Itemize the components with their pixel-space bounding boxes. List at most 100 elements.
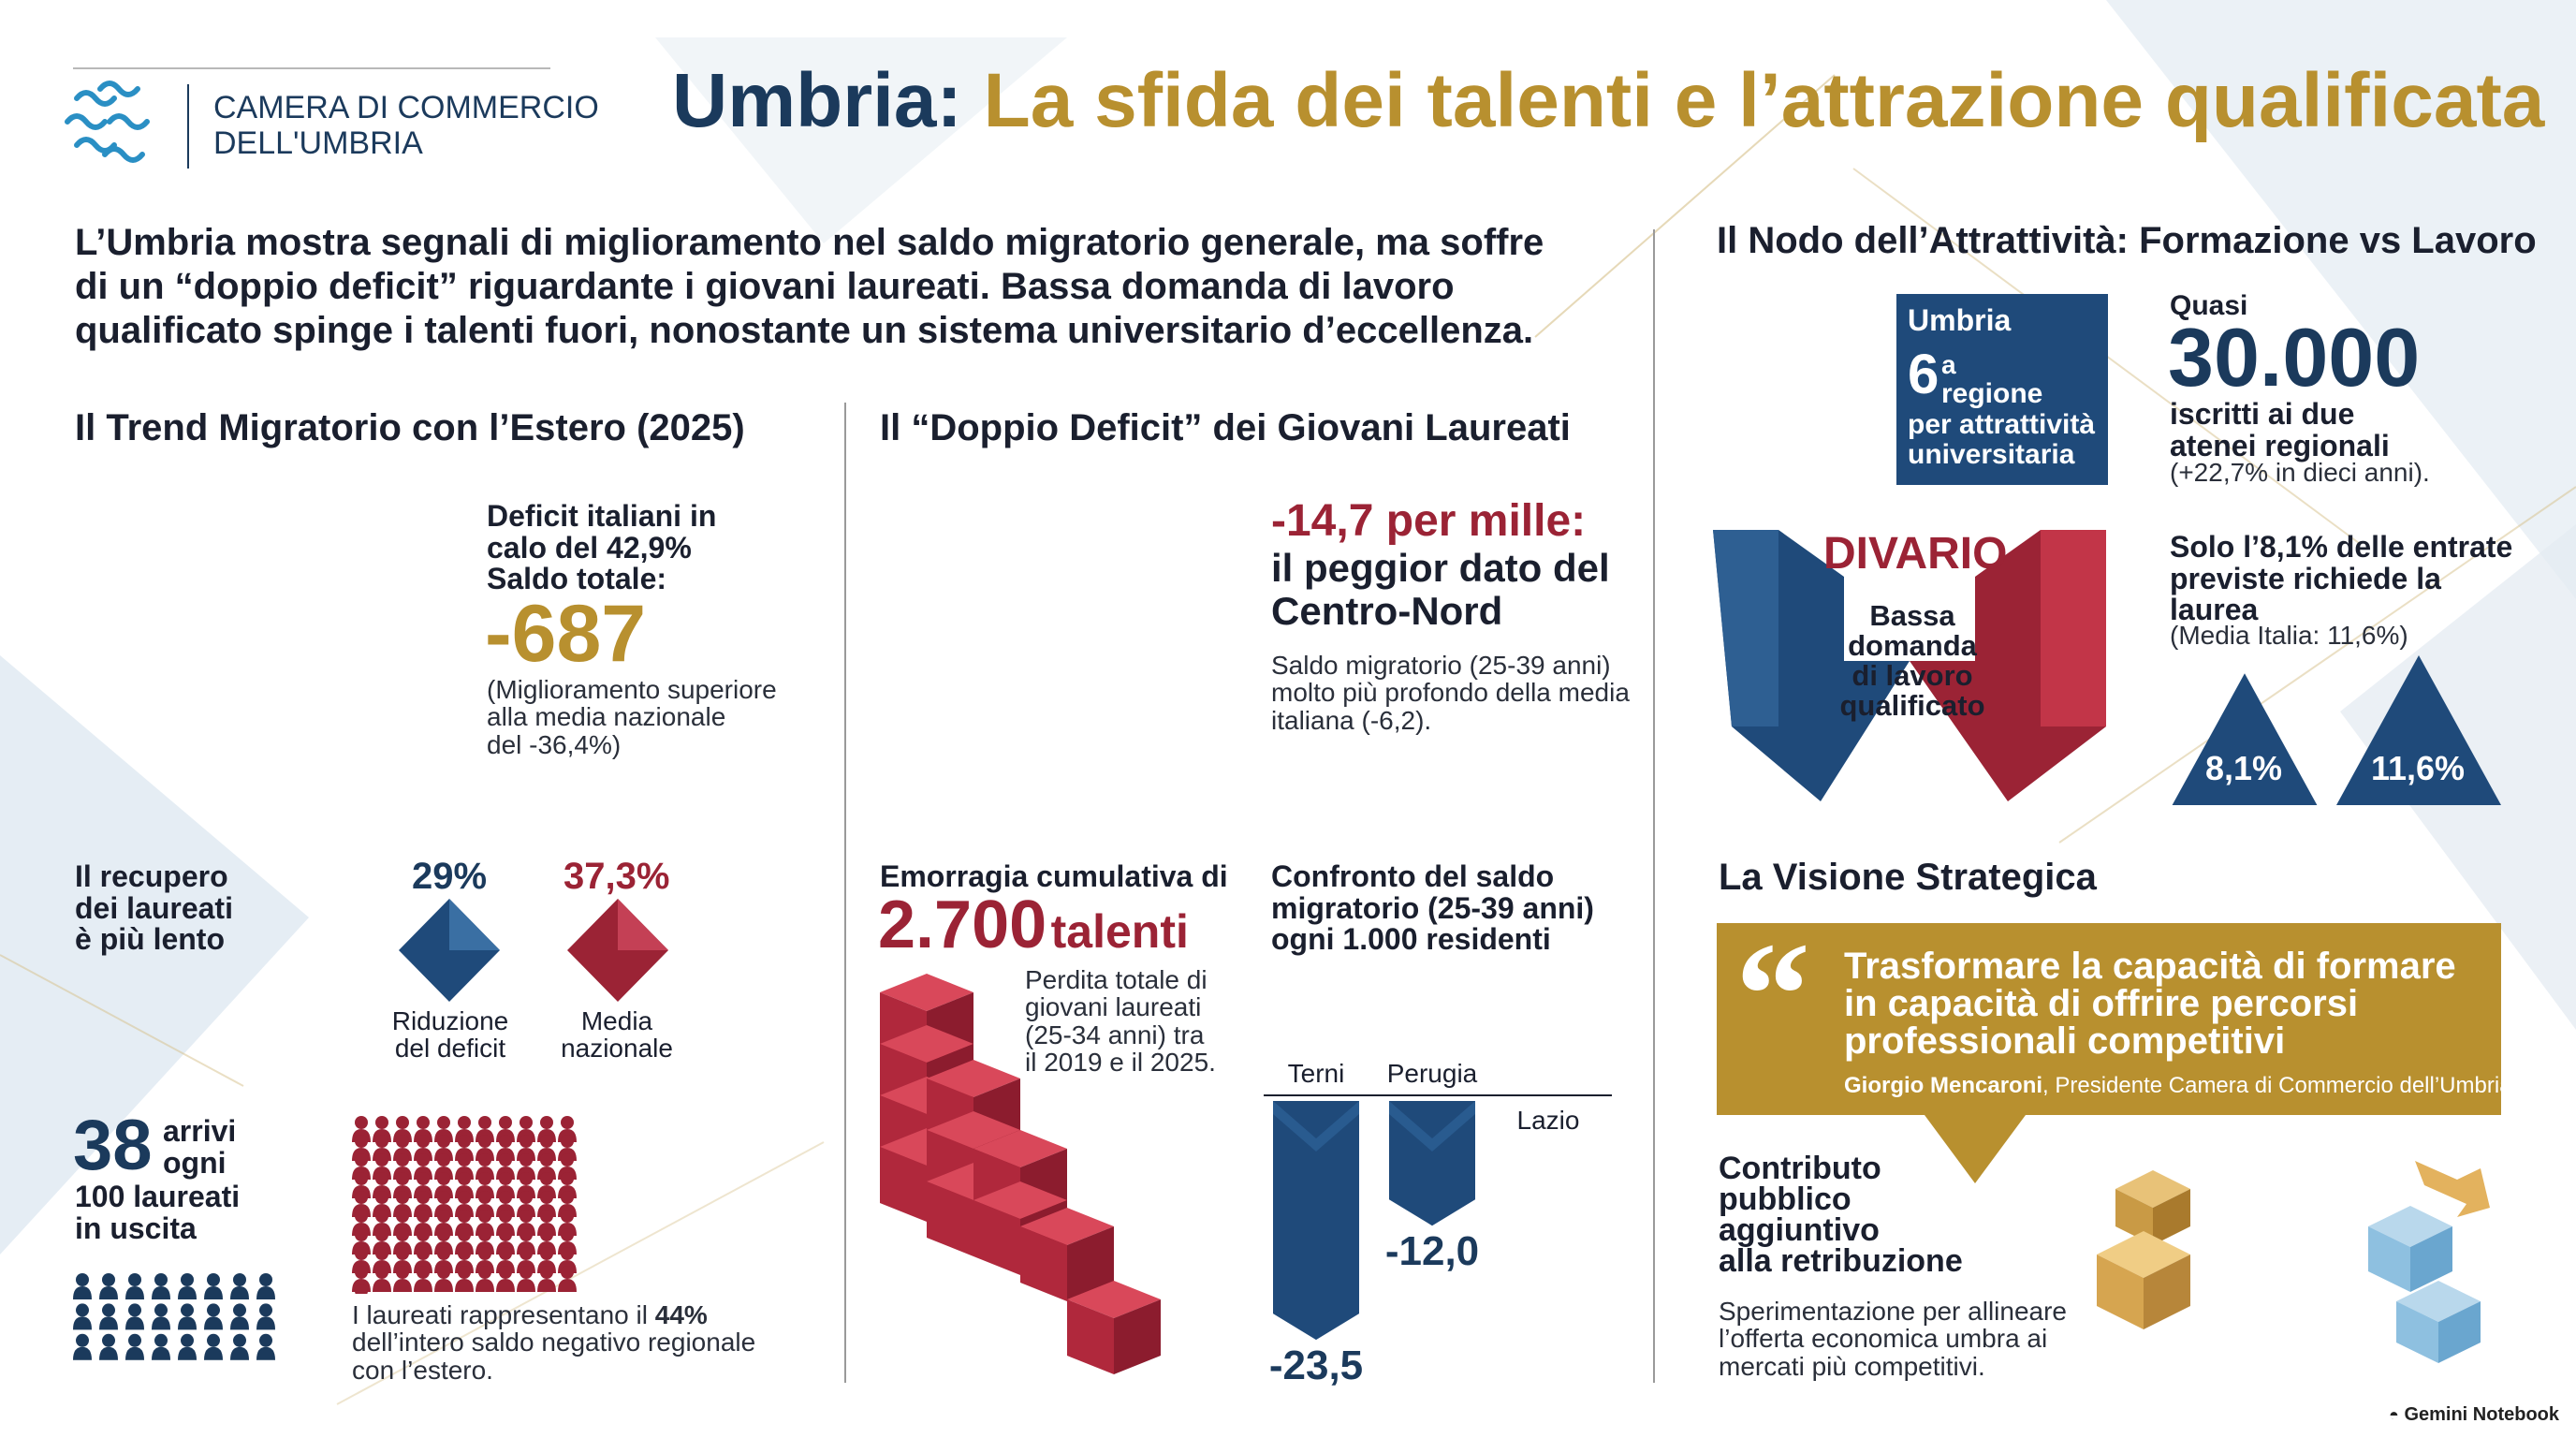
person-icon [230, 1273, 249, 1299]
person-icon [256, 1303, 275, 1330]
entries-text: Solo l’8,1% delle entrate previste richi… [2170, 530, 2513, 627]
person-icon [537, 1266, 556, 1292]
person-icon [414, 1266, 432, 1292]
diamond-icons [399, 899, 668, 1002]
quote-box: “ [1717, 923, 2501, 1183]
enrolled-text: iscritti ai due atenei regionali [2170, 397, 2390, 462]
column-divider-right [1653, 229, 1655, 1383]
person-icon [373, 1266, 391, 1292]
chamber-logo-icon [65, 81, 150, 163]
attractiveness-heading: Il Nodo dell’Attrattività: Formazione vs… [1717, 220, 2537, 261]
entries-note: (Media Italia: 11,6%) [2170, 621, 2408, 650]
loss-note: Perdita totale di giovani laureati (25-3… [1025, 965, 1216, 1078]
person-icon [455, 1266, 474, 1292]
intro-text: L’Umbria mostra segnali di miglioramento… [75, 222, 1544, 351]
quote-author: Giorgio Mencaroni, Presidente Camera di … [1844, 1073, 2512, 1098]
hemorrhage-value: 2.700 talenti [878, 888, 1189, 962]
stat-national-label: Media nazionale [561, 1006, 673, 1063]
person-icon [125, 1273, 144, 1299]
category-label-terni: Terni [1288, 1059, 1345, 1088]
bar-value-terni: -23,5 [1269, 1343, 1363, 1386]
page-title: Umbria: La sfida dei talenti e l’attrazi… [672, 58, 2545, 143]
bar-value-perugia: -12,0 [1385, 1228, 1479, 1274]
contribution-label: Contributo pubblico aggiuntivo alla retr… [1719, 1151, 1963, 1279]
person-icon [73, 1333, 92, 1360]
deficit-heading: Il “Doppio Deficit” dei Giovani Laureati [880, 407, 1571, 448]
person-icon [125, 1303, 144, 1330]
graduates-share-note: I laureati rappresentano il 44% dell’int… [352, 1300, 756, 1385]
triangle-umbria [2172, 673, 2318, 805]
person-icon [99, 1273, 118, 1299]
bar-terni [1273, 1101, 1359, 1341]
arrow-icon [2415, 1161, 2490, 1217]
arrivals-people-icons [73, 1273, 275, 1360]
person-icon [152, 1333, 170, 1360]
person-icon [178, 1303, 197, 1330]
degree-share-triangles [2172, 655, 2501, 805]
recovery-label: Il recupero dei laureati è più lento [75, 859, 233, 957]
person-icon [178, 1333, 197, 1360]
comparison-label: Confronto del saldo migratorio (25-39 an… [1271, 859, 1594, 957]
person-icon [73, 1303, 92, 1330]
arrivals-number: 38 [73, 1106, 153, 1185]
person-icon [230, 1303, 249, 1330]
deficit-note: Saldo migratorio (25-39 anni) molto più … [1271, 651, 1630, 735]
deficit-value: -14,7 per mille: [1271, 496, 1587, 546]
person-icon [256, 1273, 275, 1299]
person-icon [152, 1303, 170, 1330]
person-icon [99, 1303, 118, 1330]
person-icon [204, 1273, 223, 1299]
enrolled-number: 30.000 [2168, 311, 2421, 404]
deficit-calo: Deficit italiani in calo del 42,9% Saldo… [487, 499, 717, 596]
saldo-note: (Miglioramento superiore alla media nazi… [487, 675, 777, 759]
quasi-label: Quasi [2170, 290, 2248, 321]
person-icon [178, 1273, 197, 1299]
person-icon [393, 1266, 412, 1292]
gap-arrows-icon [1713, 530, 2106, 801]
header-rule [73, 67, 550, 69]
gemini-logo-icon: ◓ [2389, 1405, 2399, 1424]
stat-reduction-value: 29% [412, 856, 488, 897]
trend-heading: Il Trend Migratorio con l’Estero (2025) [75, 407, 745, 448]
arrivals-text-a: arrivi ogni [163, 1114, 237, 1180]
person-icon [558, 1266, 577, 1292]
region-comparison-chart: Terni -23,5 Perugia -12,0 Lazio [1264, 1059, 1612, 1386]
person-icon [204, 1333, 223, 1360]
person-icon [125, 1333, 144, 1360]
saldo-value: -687 [485, 589, 647, 679]
stat-national-value: 37,3% [564, 856, 670, 897]
quote-text: Trasformare la capacità di formare in ca… [1844, 946, 2456, 1062]
puzzle-blocks-icon [2097, 1161, 2490, 1363]
stat-reduction-label: Riduzione del deficit [391, 1006, 509, 1063]
triangle-italia [2336, 655, 2501, 805]
divario-label: DIVARIO [1823, 529, 2008, 579]
person-icon [256, 1333, 275, 1360]
category-label-perugia: Perugia [1387, 1059, 1478, 1088]
vision-heading: La Visione Strategica [1719, 857, 2097, 898]
person-icon [434, 1266, 453, 1292]
person-icon [99, 1333, 118, 1360]
logo-divider [187, 84, 189, 169]
triangle-italia-value: 11,6% [2370, 749, 2466, 787]
ranking-badge: Umbria 6 a regione per attrattività univ… [1896, 294, 2108, 485]
person-icon [73, 1273, 92, 1299]
worst-data-label: il peggior dato del Centro-Nord [1271, 546, 1610, 633]
hemorrhage-label: Emorragia cumulativa di [880, 859, 1228, 893]
person-icon [355, 1284, 368, 1294]
footer-credit: ◓ Gemini Notebook [2389, 1404, 2560, 1425]
arrivals-text-b: 100 laureati in uscita [75, 1180, 241, 1245]
brand-name: CAMERA DI COMMERCIO DELL'UMBRIA [213, 90, 599, 161]
gap-text: Bassa domanda di lavoro qualificato [1839, 599, 1985, 722]
cube-staircase-icon [880, 974, 1161, 1374]
person-icon [152, 1273, 170, 1299]
person-icon [230, 1333, 249, 1360]
person-icon [496, 1266, 515, 1292]
triangle-umbria-value: 8,1% [2204, 749, 2283, 787]
quote-mark-icon: “ [1735, 923, 1810, 1078]
enrolled-growth: (+22,7% in dieci anni). [2170, 458, 2430, 487]
person-icon [204, 1303, 223, 1330]
person-icon [476, 1266, 494, 1292]
experiment-note: Sperimentazione per allineare l’offerta … [1719, 1297, 2067, 1381]
column-divider-left [844, 403, 846, 1383]
departures-people-icons [352, 1116, 577, 1294]
